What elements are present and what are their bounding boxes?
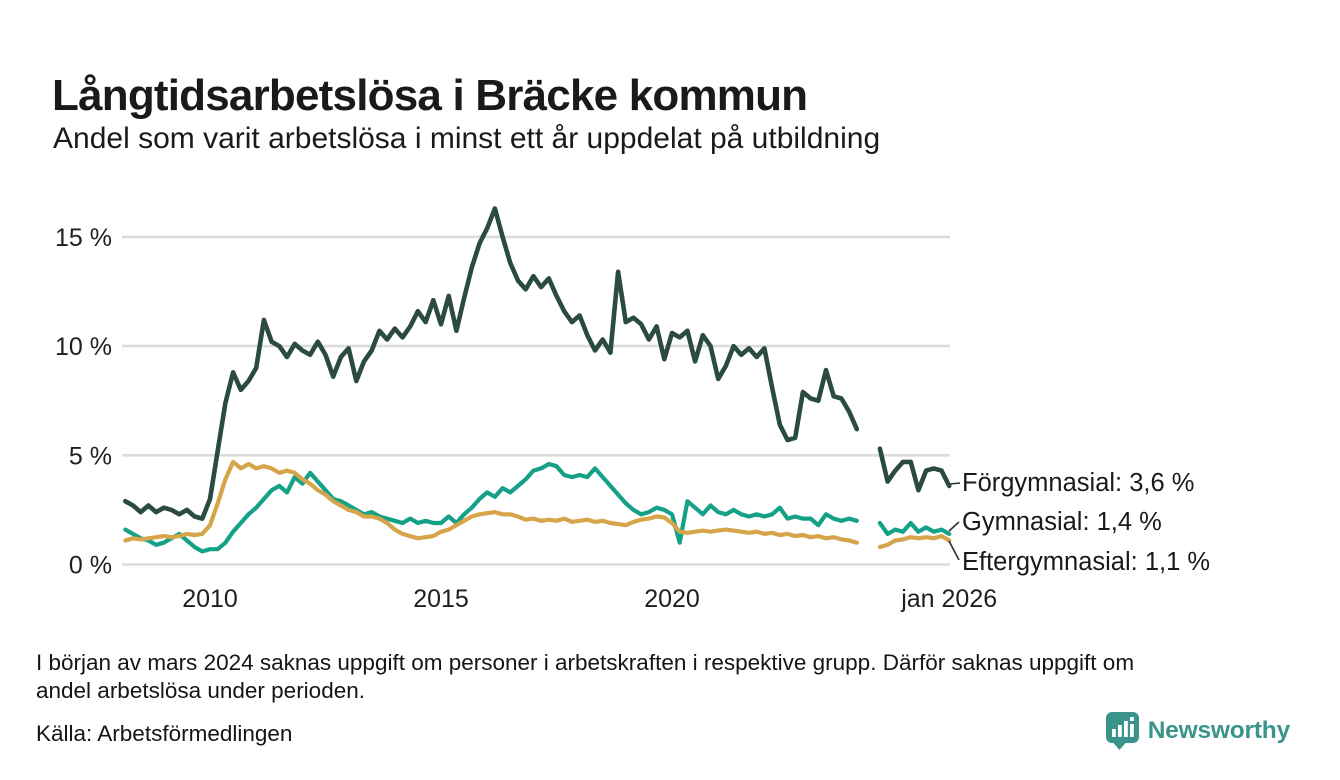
annotation-leader-lines [948,482,961,561]
grid-layer [122,235,950,566]
line-forgymnasial [123,206,952,521]
y-tick-label: 10 % [55,333,112,361]
x-tick-label: jan 2026 [900,585,997,613]
series-label-forgymnasial: Förgymnasial: 3,6 % [962,469,1195,497]
page-title: Långtidsarbetslösa i Bräcke kommun [52,71,808,121]
newsworthy-logo-text: Newsworthy [1147,717,1291,744]
leader-eftergymnasial [948,540,960,561]
y-tick-label: 0 % [69,552,112,580]
series-label-gymnasial: Gymnasial: 1,4 % [962,508,1162,536]
y-tick-label: 5 % [69,442,112,470]
axis-tick-layer: 0 % 5 % 10 % 15 % 2010 2015 2020 jan 2026 [55,224,997,613]
y-tick-label: 15 % [55,224,112,252]
leader-forgymnasial [949,482,961,485]
footnote-line-2: andel arbetslösa under perioden. [36,677,365,703]
page-subtitle: Andel som varit arbetslösa i minst ett å… [53,122,881,155]
source-note: Källa: Arbetsförmedlingen [36,721,293,746]
footnote-line-1: I början av mars 2024 saknas uppgift om … [36,650,1135,675]
x-tick-label: 2010 [182,585,238,613]
bar-chart-glyph [1111,717,1134,737]
leader-gymnasial [948,521,960,532]
newsworthy-branding: Newsworthy [1105,712,1291,750]
newsworthy-logo-icon [1105,712,1139,750]
series-label-eftergymnasial: Eftergymnasial: 1,1 % [962,548,1211,576]
speech-bubble-shape [1105,712,1139,750]
x-tick-label: 2020 [644,585,700,613]
series-layer [123,206,952,554]
line-gymnasial [123,461,952,554]
footnote: I början av mars 2024 saknas uppgift om … [36,649,1134,704]
line-eftergymnasial [123,459,952,550]
x-tick-label: 2015 [413,585,469,613]
